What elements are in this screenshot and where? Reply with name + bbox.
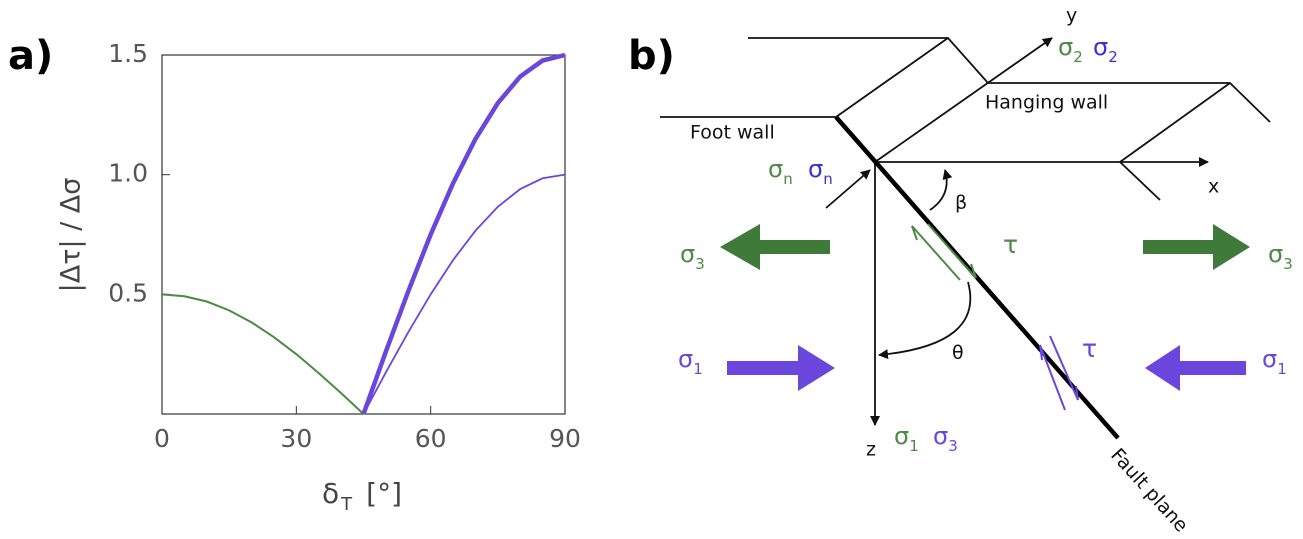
subscript: n (823, 170, 833, 188)
x-tick-label: 0 (154, 424, 170, 453)
y-tick-label: 0.5 (108, 278, 148, 307)
x-tick-label: 30 (280, 424, 312, 453)
panel-label: b) (628, 33, 675, 79)
stress-arrows (720, 224, 1250, 391)
symbol: σ (678, 345, 693, 373)
subscript: 3 (695, 255, 705, 273)
stress-label: σ1 (1262, 345, 1287, 378)
symbol: σ (808, 155, 823, 183)
stress-label: σ2 (1058, 33, 1083, 66)
x-tick-label: 90 (549, 424, 581, 453)
symbol: σ (680, 240, 695, 268)
x-axis-name: x (1208, 176, 1219, 198)
theta-label: θ (952, 342, 964, 364)
subscript: 2 (1108, 48, 1118, 66)
figure: a) |Δτ| / Δσ δT [°] 0 30 60 90 0.5 1.0 1.5 b) y… (0, 0, 1303, 539)
y-tick-label: 1.0 (108, 159, 148, 188)
subscript: 3 (1283, 255, 1293, 273)
y-axis-name: y (1066, 5, 1077, 27)
stress-label: σ1 (894, 422, 919, 455)
y-tick-label: 1.5 (108, 39, 148, 68)
symbol: σ (894, 422, 909, 450)
symbol: σ (1268, 240, 1283, 268)
symbol: σ (933, 422, 948, 450)
stress-label: σn (808, 155, 833, 188)
z-axis-name: z (866, 439, 876, 461)
y-axis-label: |Δτ| / Δσ (56, 178, 87, 293)
stress-label: σ3 (933, 422, 958, 455)
subscript: 1 (693, 360, 703, 378)
stress-label: σ3 (680, 240, 705, 273)
subscript: n (783, 170, 793, 188)
symbol: σ (1262, 345, 1277, 373)
symbol: σ (1093, 33, 1108, 61)
symbol: σ (768, 155, 783, 183)
subscript: 2 (1073, 48, 1083, 66)
shear-arrows (912, 224, 1078, 410)
shear-label: τ (1003, 230, 1018, 259)
x-label-unit: [°] (366, 477, 402, 510)
data-line (364, 175, 566, 414)
stress-label: σ2 (1093, 33, 1118, 66)
shear-label: τ (1082, 334, 1097, 363)
plot-frame (162, 55, 565, 414)
stress-label: σ1 (678, 345, 703, 378)
stress-label: σ3 (1268, 240, 1293, 273)
fault-label: Fault plane (1106, 444, 1192, 536)
hanging-wall: Hanging wall (985, 92, 1108, 114)
subscript: 1 (909, 437, 919, 455)
plot-area: 0 30 60 90 0.5 1.0 1.5 (108, 39, 581, 453)
x-label-subscript: T (340, 494, 353, 515)
x-label-symbol: δ (322, 477, 339, 510)
stress-label: σn (768, 155, 793, 188)
foot-wall: Foot wall (690, 122, 775, 144)
panel-label: a) (8, 33, 53, 79)
beta-label: β (955, 192, 967, 214)
symbol: σ (1058, 33, 1073, 61)
subscript: 3 (948, 437, 958, 455)
x-tick-label: 60 (415, 424, 447, 453)
data-line (364, 55, 566, 414)
subscript: 1 (1277, 360, 1287, 378)
data-line (162, 294, 364, 414)
